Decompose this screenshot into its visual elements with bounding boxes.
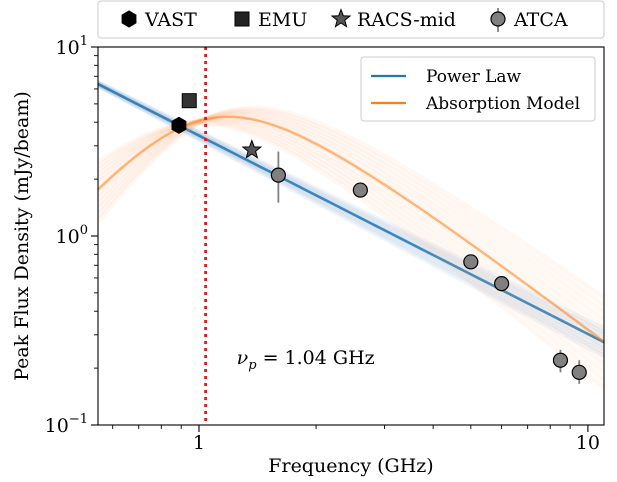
model-legend: Power Law Absorption Model bbox=[360, 56, 596, 122]
point-vast bbox=[171, 116, 187, 134]
legend-marker-vast bbox=[121, 10, 137, 28]
point-atca bbox=[552, 352, 569, 368]
legend-label-vast: VAST bbox=[144, 9, 197, 31]
annotation-symbol: ν bbox=[237, 347, 249, 369]
absorption-model-sample bbox=[98, 107, 604, 307]
top-legend-frame bbox=[97, 0, 605, 39]
x-tick-label: 1 bbox=[193, 432, 205, 454]
point-atca bbox=[463, 254, 479, 270]
x-axis: 1 10 bbox=[112, 425, 600, 454]
top-legend: VAST EMU RACS-mid ATCA bbox=[97, 0, 605, 39]
point-racs-mid bbox=[241, 139, 263, 159]
x-tick-label: 10 bbox=[576, 432, 600, 454]
legend-marker-emu bbox=[234, 11, 250, 27]
y-tick-label: 100 bbox=[56, 223, 88, 248]
legend-label-emu: EMU bbox=[258, 9, 307, 31]
absorption-model-sample bbox=[98, 105, 604, 300]
data-points bbox=[171, 93, 587, 384]
peak-frequency-annotation: νp = 1.04 GHz bbox=[237, 347, 375, 373]
y-axis-label: Peak Flux Density (mJy/beam) bbox=[11, 91, 33, 381]
y-tick-base: 10 bbox=[45, 415, 69, 437]
point-atca bbox=[270, 167, 286, 183]
annotation-text: = 1.04 GHz bbox=[257, 347, 375, 369]
annotation-subscript: p bbox=[248, 358, 257, 373]
absorption-model-band bbox=[98, 105, 604, 390]
legend-label-absorption-model: Absorption Model bbox=[425, 94, 580, 114]
point-atca bbox=[494, 275, 510, 292]
y-tick-exponent: 0 bbox=[80, 223, 88, 238]
y-tick-exponent: 1 bbox=[80, 34, 88, 49]
y-tick-label: 10−1 bbox=[45, 412, 88, 437]
point-emu bbox=[181, 93, 197, 109]
legend-label-atca: ATCA bbox=[513, 9, 568, 31]
x-axis-label: Frequency (GHz) bbox=[268, 455, 433, 477]
y-tick-label: 101 bbox=[56, 34, 88, 59]
y-tick-base: 10 bbox=[56, 226, 80, 248]
y-tick-exponent: −1 bbox=[69, 412, 88, 427]
legend-marker-racs-mid bbox=[330, 8, 352, 28]
y-tick-base: 10 bbox=[56, 37, 80, 59]
legend-marker-atca bbox=[490, 11, 506, 27]
point-atca bbox=[352, 182, 368, 198]
point-atca bbox=[571, 364, 587, 380]
plot-area: Power Law Absorption Model νp = 1.04 GHz bbox=[97, 46, 605, 426]
model-legend-frame bbox=[360, 56, 596, 122]
legend-label-power-law: Power Law bbox=[426, 67, 522, 87]
legend-label-racs-mid: RACS-mid bbox=[357, 9, 456, 31]
